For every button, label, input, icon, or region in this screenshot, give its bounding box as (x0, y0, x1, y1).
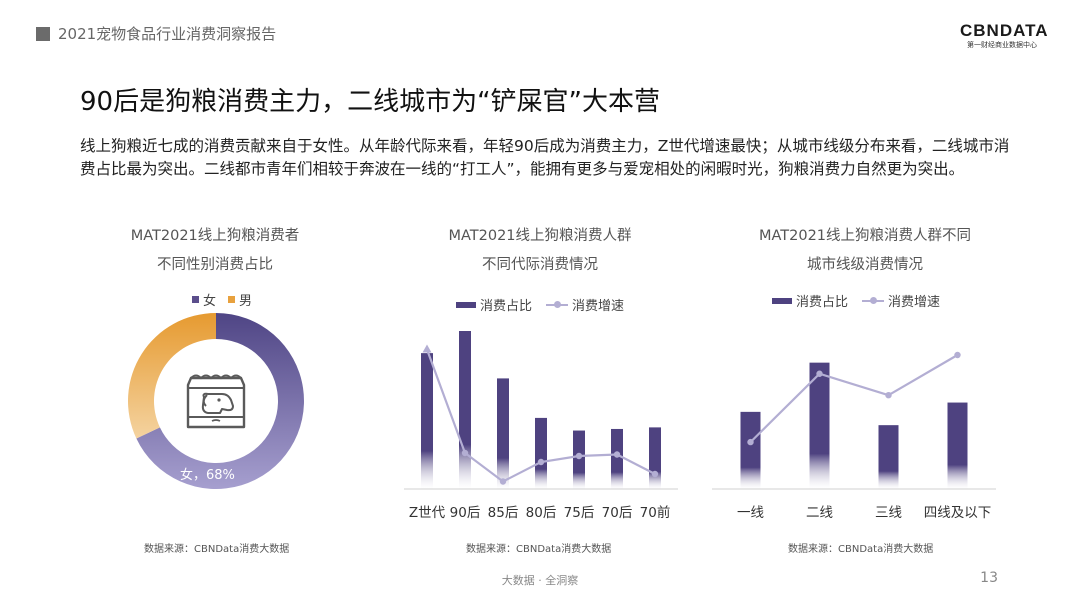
page-description: 线上狗粮近七成的消费贡献来自于女性。从年龄代际来看，年轻90后成为消费主力，Z世… (80, 137, 1010, 178)
legend-growth-swatch (862, 296, 885, 304)
growth-point-90后 (461, 449, 469, 457)
legend-growth-label: 消费增速 (888, 295, 941, 310)
x-tick-label: 二线 (806, 505, 833, 521)
city-tier-combo-chart (712, 351, 996, 490)
x-tick-label: 三线 (875, 505, 902, 521)
growth-point-85后 (499, 478, 507, 485)
x-tick-label: 一线 (737, 505, 764, 521)
chart3-title-line2: 城市线级消费情况 (807, 257, 923, 273)
logo-main-text: CBNDATA (960, 21, 1049, 40)
bar-二线 (809, 362, 830, 489)
chart1-title: MAT2021线上狗粮消费者 不同性别消费占比 (90, 222, 340, 280)
growth-point-四线及以下 (954, 351, 961, 359)
legend-share-label: 消费占比 (480, 299, 533, 314)
footer-tagline: 大数据 · 全洞察 (501, 574, 579, 587)
growth-point-70前 (651, 470, 659, 478)
dog-food-bag-icon (186, 374, 246, 429)
x-tick-label: 75后 (563, 505, 595, 521)
chart3-source: 数据来源：CBNData消费大数据 (788, 544, 934, 555)
chart1-title-line1: MAT2021线上狗粮消费者 (130, 228, 300, 244)
donut-data-label: 女，68% (180, 468, 235, 483)
legend-share-swatch (456, 301, 476, 308)
legend-growth-label: 消费增速 (572, 299, 625, 314)
legend-share-swatch (772, 297, 792, 304)
bar-四线及以下 (947, 402, 968, 489)
bar-80后 (535, 417, 547, 489)
growth-point-Z世代 (422, 344, 432, 353)
chart2-legend: 消费占比 消费增速 (456, 295, 624, 314)
x-tick-label: 70前 (639, 505, 671, 521)
legend-growth-swatch (546, 300, 569, 308)
page-number: 13 (980, 570, 998, 586)
chart3-title-line1: MAT2021线上狗粮消费人群不同 (758, 228, 972, 244)
growth-point-75后 (575, 452, 583, 460)
chart2-title-line1: MAT2021线上狗粮消费人群 (448, 228, 632, 244)
x-tick-label: 四线及以下 (923, 505, 992, 521)
bar-三线 (878, 425, 899, 489)
growth-point-三线 (885, 392, 892, 399)
chart1-legend: 女 男 (192, 290, 252, 309)
legend-share-label: 消费占比 (796, 295, 849, 310)
report-title: 2021宠物食品行业消费洞察报告 (58, 25, 277, 43)
legend-male-swatch (228, 296, 236, 303)
bar-85后 (497, 378, 509, 489)
legend-female-swatch (192, 296, 199, 303)
x-tick-label: 80后 (525, 505, 557, 521)
growth-point-二线 (816, 370, 823, 377)
x-tick-label: 85后 (487, 505, 519, 521)
header-marker (36, 27, 50, 41)
cbndata-logo: CBNDATA 第一财经商业数据中心 (960, 21, 1049, 50)
growth-point-一线 (747, 438, 754, 446)
x-tick-label: 90后 (449, 505, 481, 521)
chart3-legend: 消费占比 消费增速 (772, 291, 940, 310)
chart2-title: MAT2021线上狗粮消费人群 不同代际消费情况 (400, 222, 680, 280)
donut-slice-male (127, 313, 216, 439)
bar-Z世代 (421, 353, 433, 489)
donut-slice-female (136, 313, 304, 489)
bar-一线 (740, 411, 761, 489)
logo-sub-text: 第一财经商业数据中心 (967, 41, 1037, 49)
chart3-title: MAT2021线上狗粮消费人群不同 城市线级消费情况 (720, 222, 1010, 280)
chart2-source: 数据来源：CBNData消费大数据 (466, 544, 612, 555)
bar-75后 (573, 430, 585, 489)
generation-combo-chart (404, 331, 678, 490)
chart1-source: 数据来源：CBNData消费大数据 (144, 544, 290, 555)
growth-point-70后 (613, 451, 621, 458)
bar-70前 (649, 427, 661, 489)
growth-line (749, 354, 959, 443)
x-tick-label: Z世代 (408, 505, 446, 521)
x-tick-label: 70后 (601, 505, 633, 521)
bar-90后 (459, 331, 471, 489)
page-title: 90后是狗粮消费主力，二线城市为“铲屎官”大本营 (80, 87, 661, 117)
growth-point-80后 (537, 458, 545, 466)
legend-male-label: 男 (239, 294, 253, 309)
chart1-title-line2: 不同性别消费占比 (157, 257, 273, 273)
gender-donut-chart (127, 313, 304, 489)
legend-female-label: 女 (203, 294, 217, 309)
chart2-title-line2: 不同代际消费情况 (482, 257, 598, 273)
bar-70后 (611, 428, 623, 489)
